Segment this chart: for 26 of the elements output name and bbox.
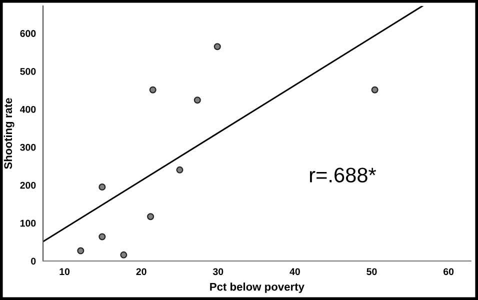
point — [98, 233, 106, 240]
point — [77, 247, 84, 254]
x-tick-label: 60 — [444, 268, 454, 276]
y-tick-label: 100 — [20, 220, 36, 227]
annotation: r=.688* — [310, 168, 376, 182]
y-tick-label: 600 — [20, 30, 36, 37]
y-tick-label: 500 — [20, 68, 36, 75]
y-tick-label: 0 — [31, 258, 36, 265]
point — [194, 96, 201, 104]
y-tick-label: 400 — [20, 106, 36, 113]
x-tick-label: 20 — [136, 268, 146, 276]
x-tick-label: 10 — [60, 268, 70, 276]
x-tick-label: 40 — [290, 268, 300, 276]
point — [214, 43, 221, 50]
point — [120, 251, 128, 258]
y-tick-label: 300 — [20, 144, 36, 151]
x-tick-label: 30 — [212, 268, 224, 276]
x-tick-label: 50 — [366, 268, 377, 276]
y-axis-title: Shooting rate — [4, 98, 14, 169]
x-axis-title: Pct below poverty — [210, 282, 304, 293]
point — [147, 213, 154, 220]
point — [371, 86, 378, 94]
point — [98, 184, 106, 191]
point — [176, 166, 184, 174]
point — [149, 86, 156, 94]
y-tick-label: 200 — [20, 182, 36, 189]
